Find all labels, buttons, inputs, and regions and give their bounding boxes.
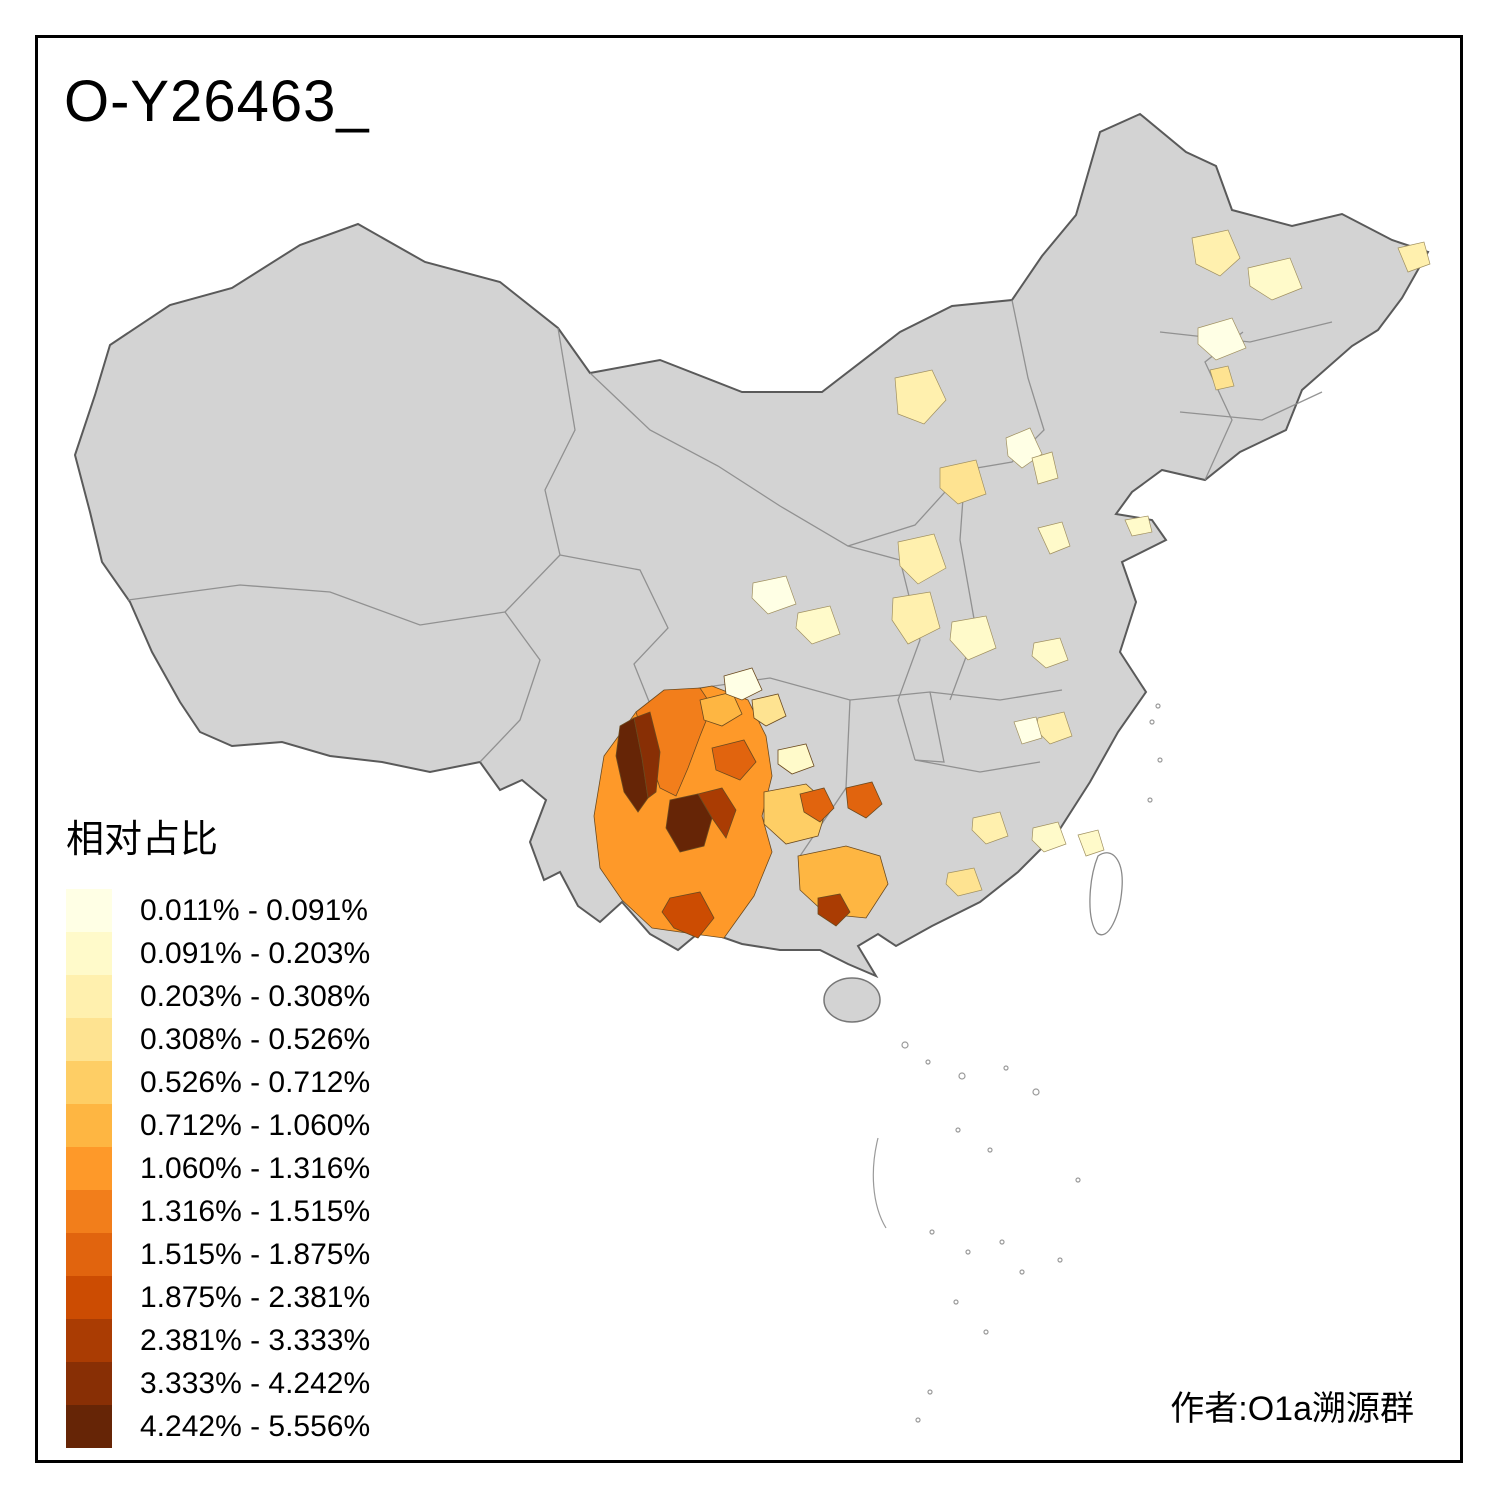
legend-label: 0.011% - 0.091%	[140, 893, 368, 927]
map-region	[891, 591, 941, 645]
map-region	[817, 893, 851, 927]
legend-swatch	[66, 1319, 112, 1362]
legend-row: 1.316% - 1.515%	[66, 1190, 370, 1233]
legend-label: 0.203% - 0.308%	[140, 979, 371, 1013]
legend-label: 2.381% - 3.333%	[140, 1323, 371, 1357]
legend-title: 相对占比	[66, 819, 219, 861]
legend-row: 1.875% - 2.381%	[66, 1276, 370, 1319]
legend-row: 3.333% - 4.242%	[66, 1362, 370, 1405]
map-colored-regions	[593, 667, 889, 939]
map-region	[799, 787, 835, 823]
map-region	[697, 787, 737, 839]
legend-swatch	[66, 1018, 112, 1061]
map-region	[1191, 229, 1241, 277]
legend-label: 1.515% - 1.875%	[140, 1237, 371, 1271]
legend-row: 0.203% - 0.308%	[66, 975, 370, 1018]
legend-swatch	[66, 975, 112, 1018]
province-borders	[127, 299, 1333, 857]
page-title: O-Y26463_	[64, 69, 370, 134]
legend-row: 1.060% - 1.316%	[66, 1147, 370, 1190]
legend-rows: 0.011% - 0.091% 0.091% - 0.203% 0.203% -…	[66, 889, 370, 1448]
legend-row: 0.091% - 0.203%	[66, 932, 370, 975]
map-region	[845, 781, 883, 819]
legend-row: 0.308% - 0.526%	[66, 1018, 370, 1061]
map-region	[1077, 829, 1105, 857]
attribution-text: 作者:O1a溯源群	[1170, 1390, 1414, 1428]
legend-swatch	[66, 932, 112, 975]
map-region	[723, 667, 763, 701]
map-region	[945, 867, 983, 897]
legend-label: 0.091% - 0.203%	[140, 936, 371, 970]
map-region	[1031, 821, 1067, 853]
south-china-sea-islands	[872, 703, 1163, 1423]
legend-row: 0.526% - 0.712%	[66, 1061, 370, 1104]
legend-row: 0.011% - 0.091%	[66, 889, 370, 932]
legend-swatch	[66, 1405, 112, 1448]
legend-label: 0.526% - 0.712%	[140, 1065, 371, 1099]
map-region	[795, 605, 841, 645]
map-region	[1397, 241, 1431, 273]
china-mainland-outline	[73, 112, 1430, 979]
map-region	[1037, 521, 1071, 555]
legend-row: 2.381% - 3.333%	[66, 1319, 370, 1362]
map-region	[777, 743, 815, 775]
legend-row: 1.515% - 1.875%	[66, 1233, 370, 1276]
map-region	[633, 711, 661, 799]
map-region	[949, 615, 997, 661]
legend-swatch	[66, 1233, 112, 1276]
legend-row: 4.242% - 5.556%	[66, 1405, 370, 1448]
legend-label: 4.242% - 5.556%	[140, 1409, 371, 1443]
legend-swatch	[66, 1190, 112, 1233]
legend: 相对占比 0.011% - 0.091% 0.091% - 0.203% 0.2…	[66, 808, 370, 1448]
legend-swatch	[66, 1104, 112, 1147]
map-region	[661, 891, 715, 939]
legend-label: 0.308% - 0.526%	[140, 1022, 371, 1056]
legend-label: 0.712% - 1.060%	[140, 1108, 371, 1142]
hainan-island	[823, 977, 881, 1023]
map-region	[751, 693, 787, 727]
legend-row: 0.712% - 1.060%	[66, 1104, 370, 1147]
map-region	[1031, 451, 1059, 485]
map-region	[1031, 637, 1069, 669]
map-region	[751, 575, 797, 615]
taiwan-island	[1089, 852, 1123, 936]
legend-label: 3.333% - 4.242%	[140, 1366, 371, 1400]
legend-swatch	[66, 1147, 112, 1190]
legend-swatch	[66, 889, 112, 932]
legend-swatch	[66, 1061, 112, 1104]
map-region	[1013, 716, 1043, 745]
map-region	[711, 739, 757, 781]
map-region	[939, 459, 987, 505]
map-region	[1197, 317, 1247, 361]
map-region	[1124, 515, 1153, 537]
legend-swatch	[66, 1362, 112, 1405]
map-pale-regions	[751, 229, 1431, 897]
legend-label: 1.875% - 2.381%	[140, 1280, 371, 1314]
map-region	[1209, 365, 1235, 391]
legend-swatch	[66, 1276, 112, 1319]
map-region	[971, 811, 1009, 845]
map-region	[1247, 257, 1303, 301]
map-region	[897, 533, 947, 585]
legend-label: 1.316% - 1.515%	[140, 1194, 371, 1228]
legend-label: 1.060% - 1.316%	[140, 1151, 371, 1185]
map-region	[894, 369, 947, 425]
